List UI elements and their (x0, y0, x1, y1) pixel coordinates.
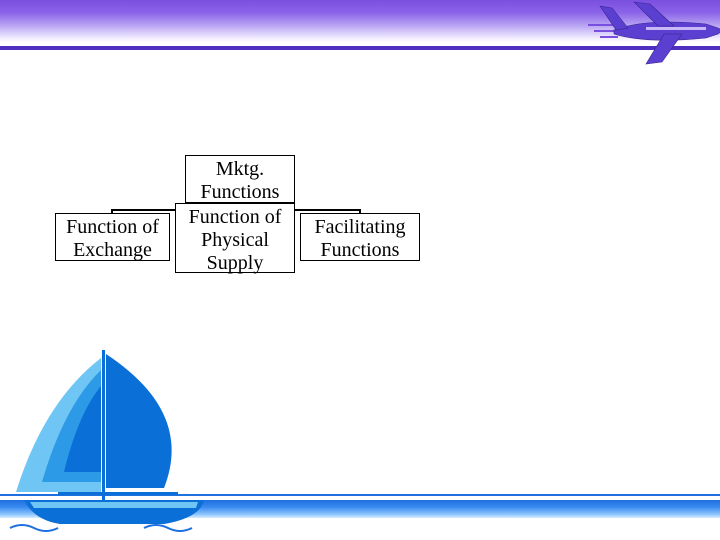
node-label: FacilitatingFunctions (314, 216, 405, 261)
node-label: Mktg.Functions (201, 158, 280, 203)
airplane-icon (586, 0, 720, 78)
node-root: Mktg.Functions (185, 155, 295, 203)
node-label: Function ofExchange (66, 216, 159, 261)
node-right: FacilitatingFunctions (300, 213, 420, 261)
node-label: Function ofPhysicalSupply (189, 206, 282, 274)
node-middle: Function ofPhysicalSupply (175, 203, 295, 273)
node-left: Function ofExchange (55, 213, 170, 261)
sailboat-icon (0, 342, 224, 532)
